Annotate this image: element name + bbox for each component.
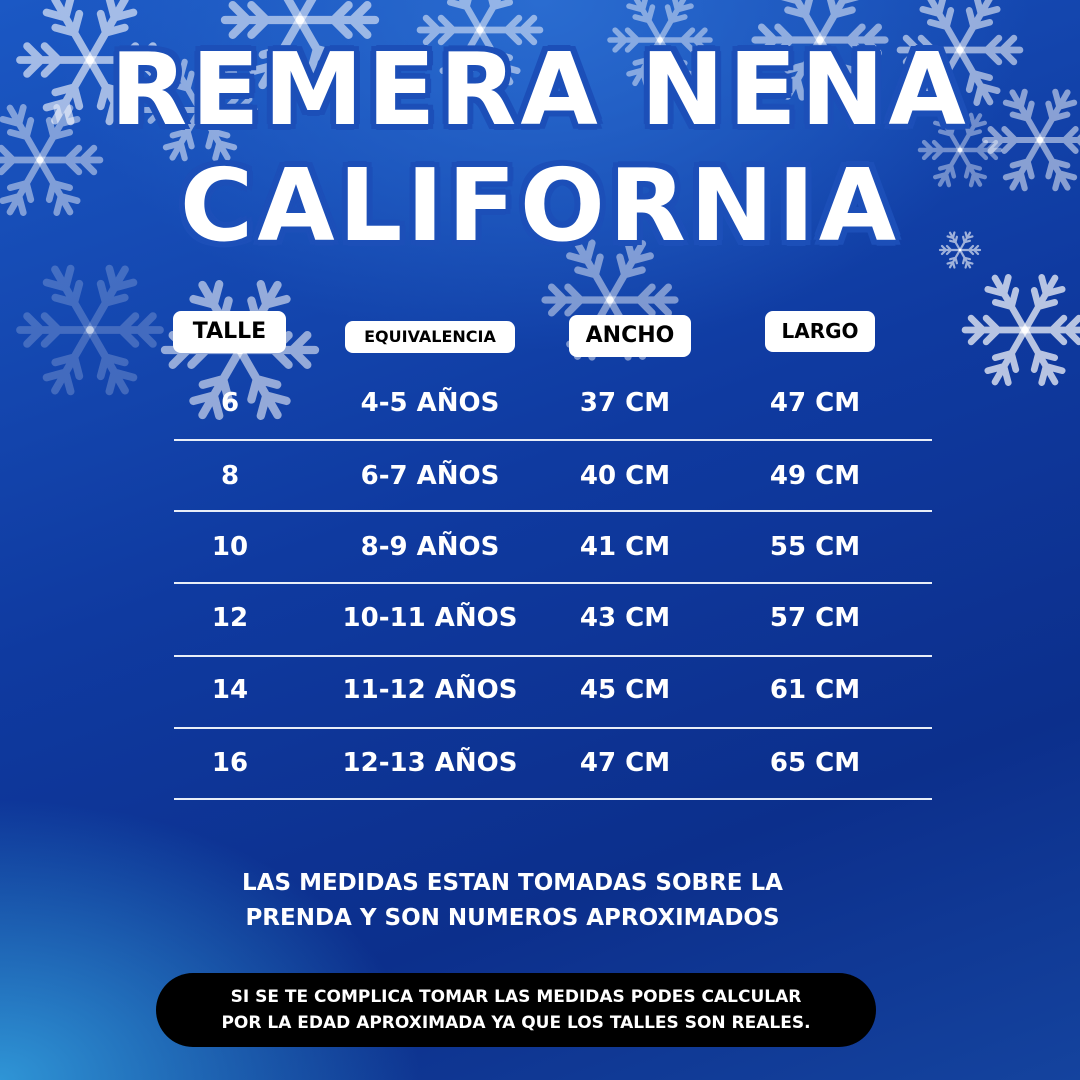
cell-ancho: 43 CM: [579, 603, 671, 633]
cell-ancho: 41 CM: [579, 532, 671, 562]
cell-talle: 10: [211, 532, 249, 562]
callout-pill: SI SE TE COMPLICA TOMAR LAS MEDIDAS PODE…: [156, 973, 876, 1047]
row-divider: [174, 510, 932, 512]
row-divider: [174, 727, 932, 729]
cell-largo: 65 CM: [769, 748, 861, 778]
cell-largo: 47 CM: [769, 388, 861, 418]
cell-ancho: 45 CM: [579, 675, 671, 705]
cell-talle: 14: [211, 675, 249, 705]
cell-equivalencia: 12-13 AÑOS: [342, 748, 518, 778]
cell-largo: 61 CM: [769, 675, 861, 705]
row-divider: [174, 655, 932, 657]
snowflake-icon: [961, 274, 1080, 386]
row-divider: [174, 582, 932, 584]
cell-equivalencia: 10-11 AÑOS: [342, 603, 518, 633]
cell-talle: 16: [211, 748, 249, 778]
header-talle: TALLE: [173, 311, 286, 353]
cell-equivalencia: 11-12 AÑOS: [342, 675, 518, 705]
callout-line-1: SI SE TE COMPLICA TOMAR LAS MEDIDAS PODE…: [230, 987, 802, 1007]
row-divider: [174, 439, 932, 441]
title-line-2: CALIFORNIA: [179, 147, 901, 264]
cell-equivalencia: 6-7 AÑOS: [360, 461, 500, 491]
header-ancho: ANCHO: [569, 315, 691, 357]
cell-talle: 12: [211, 603, 249, 633]
cell-equivalencia: 8-9 AÑOS: [360, 532, 500, 562]
cell-ancho: 37 CM: [579, 388, 671, 418]
note-line-1: LAS MEDIDAS ESTAN TOMADAS SOBRE LA: [242, 870, 783, 896]
header-largo: LARGO: [765, 311, 875, 352]
cell-equivalencia: 4-5 AÑOS: [360, 388, 500, 418]
note-line-2: PRENDA Y SON NUMEROS APROXIMADOS: [245, 905, 780, 931]
cell-talle: 8: [220, 461, 240, 491]
cell-talle: 6: [220, 388, 240, 418]
cell-largo: 55 CM: [769, 532, 861, 562]
cell-ancho: 40 CM: [579, 461, 671, 491]
measurement-note: LAS MEDIDAS ESTAN TOMADAS SOBRE LA PREND…: [0, 866, 1025, 936]
row-divider: [174, 798, 932, 800]
header-equivalencia: EQUIVALENCIA: [345, 321, 515, 353]
cell-largo: 57 CM: [769, 603, 861, 633]
cell-largo: 49 CM: [769, 461, 861, 491]
cell-ancho: 47 CM: [579, 748, 671, 778]
callout-line-2: POR LA EDAD APROXIMADA YA QUE LOS TALLES…: [221, 1013, 811, 1033]
title-line-1: REMERA NENA: [110, 31, 970, 148]
snowflake-icon: [16, 264, 164, 396]
